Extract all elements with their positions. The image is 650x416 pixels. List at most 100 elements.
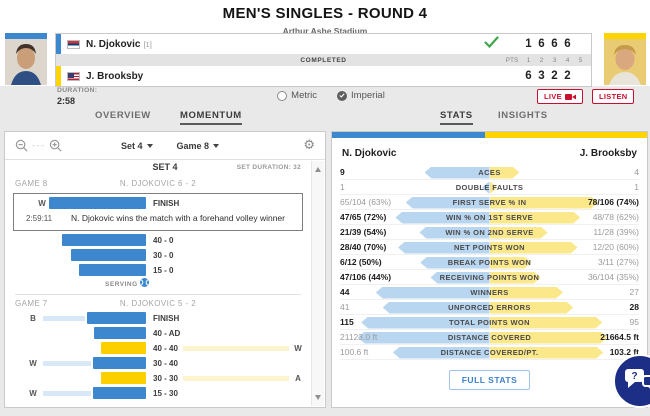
momentum-point-row[interactable]: 40 - AD xyxy=(5,326,311,341)
momentum-bar[interactable] xyxy=(71,249,146,261)
momentum-bar[interactable] xyxy=(93,357,146,369)
metric-radio[interactable]: Metric xyxy=(277,90,317,101)
stat-label: UNFORCED ERRORS xyxy=(448,303,531,312)
stat-bar-player1 xyxy=(424,166,490,179)
stats-rows: 9 ACES 4 1 DOUBLE FAULTS 1 65/104 (63%) FIRST S… xyxy=(332,165,647,360)
stat-row: 47/65 (72%) WIN % ON 1ST SERVE 48/78 (62%) xyxy=(340,210,639,225)
stat-bar-player1 xyxy=(375,286,490,299)
set-select[interactable]: Set 4 xyxy=(121,141,153,151)
p2-set2: 3 xyxy=(538,70,545,82)
momentum-bar[interactable] xyxy=(49,197,146,209)
p2-set4: 2 xyxy=(564,70,571,82)
momentum-bar[interactable] xyxy=(87,312,146,324)
stat-bars: WIN % ON 2ND SERVE xyxy=(404,225,575,239)
scroll-up-icon[interactable] xyxy=(315,167,321,172)
momentum-bar[interactable] xyxy=(62,234,146,246)
player2-headshot xyxy=(604,39,646,85)
momentum-point-row[interactable]: W 15 - 30 xyxy=(5,386,311,401)
point-left-trail-icon xyxy=(43,361,91,366)
player2-row-accent xyxy=(56,66,61,86)
player2-color-segment xyxy=(484,132,647,138)
listen-button[interactable]: LISTEN xyxy=(592,89,635,104)
momentum-point-row[interactable]: 40 - 0 xyxy=(5,233,311,248)
momentum-point-row[interactable]: B FINISH xyxy=(5,311,311,326)
stat-row: 47/106 (44%) RECEIVING POINTS WON 36/104 (… xyxy=(340,270,639,285)
stat-label: RECEIVING POINTS WON xyxy=(439,273,540,282)
momentum-bar[interactable] xyxy=(79,264,146,276)
stat-row: 21123.0 ft DISTANCE COVERED 21664.5 ft xyxy=(340,330,639,345)
game-header: GAME 8 N. DJOKOVIC 6 - 2 xyxy=(5,178,311,191)
stat-bar-player1 xyxy=(420,256,490,269)
metric-radio-circle[interactable] xyxy=(277,90,288,101)
stat-bar-player2 xyxy=(490,317,603,329)
stat-bar-player1 xyxy=(395,211,490,224)
momentum-point-row[interactable]: W 30 - 40 xyxy=(5,356,311,371)
stats-player2-name: J. Brooksby xyxy=(579,148,637,159)
zoom-out-icon[interactable] xyxy=(15,139,29,153)
stat-row: 44 WINNERS 27 xyxy=(340,285,639,300)
point-score-label: 15 - 0 xyxy=(153,266,174,275)
player1-seed: [1] xyxy=(143,39,152,49)
imperial-radio[interactable]: Imperial xyxy=(337,90,385,101)
momentum-scrollbar[interactable] xyxy=(311,161,324,406)
momentum-bar[interactable] xyxy=(94,327,146,339)
stat-bars: WINNERS xyxy=(375,285,575,299)
player2-photo xyxy=(604,33,646,85)
p1-set3: 6 xyxy=(551,38,558,50)
point-score-label: 40 - 40 xyxy=(153,344,178,353)
stats-player1-name: N. Djokovic xyxy=(342,148,397,159)
stat-value-left: 6/12 (50%) xyxy=(340,257,382,267)
selected-point-time: 2:59:11 xyxy=(26,214,53,223)
serving-text: SERVING xyxy=(105,281,138,288)
tab-overview[interactable]: OVERVIEW xyxy=(95,110,151,121)
game-header: GAME 7 N. DJOKOVIC 5 - 2 xyxy=(5,298,311,311)
tab-insights[interactable]: INSIGHTS xyxy=(498,110,548,121)
point-right-trail-icon xyxy=(183,376,289,381)
point-score-label: 40 - AD xyxy=(153,329,181,338)
tab-momentum[interactable]: MOMENTUM xyxy=(180,110,242,125)
stat-bar-player2 xyxy=(490,332,608,344)
momentum-panel: --- Set 4 Game 8 ⚙ SET 4 SET DURATION: 3… xyxy=(4,131,326,408)
zoom-slider[interactable]: --- xyxy=(32,141,46,150)
gear-icon[interactable]: ⚙ xyxy=(303,138,315,153)
player1-name: N. Djokovic xyxy=(86,38,141,50)
momentum-point-row[interactable]: W FINISH xyxy=(14,196,302,211)
game-select[interactable]: Game 8 xyxy=(177,141,220,151)
momentum-point-row[interactable]: 30 - 0 xyxy=(5,248,311,263)
player2-name: J. Brooksby xyxy=(86,70,144,82)
zoom-in-icon[interactable] xyxy=(49,139,63,153)
serving-label: SERVING xyxy=(5,278,149,291)
point-left-mark: W xyxy=(29,359,37,368)
live-button[interactable]: LIVE xyxy=(537,89,583,104)
stat-bar-player1 xyxy=(382,301,490,314)
stat-bar-player2 xyxy=(490,167,520,179)
p1-set1: 1 xyxy=(525,38,532,50)
point-score-label: FINISH xyxy=(153,314,180,323)
p1-set4: 6 xyxy=(564,38,571,50)
stat-value-right: 95 xyxy=(629,317,639,327)
game-select-value: Game 8 xyxy=(176,140,210,151)
full-stats-button[interactable]: FULL STATS xyxy=(448,370,531,390)
stat-value-right: 28 xyxy=(629,302,639,312)
momentum-bar[interactable] xyxy=(101,372,146,384)
stat-label: TOTAL POINTS WON xyxy=(449,318,530,327)
selected-point-box[interactable]: W FINISH 2:59:11 N. Djokovic wins the match… xyxy=(13,193,303,231)
momentum-point-row[interactable]: 30 - 30 A xyxy=(5,371,311,386)
momentum-bar[interactable] xyxy=(93,387,146,399)
tab-stats[interactable]: STATS xyxy=(440,110,473,125)
stat-bars: DOUBLE FAULTS xyxy=(404,180,575,194)
momentum-bar[interactable] xyxy=(101,342,146,354)
chat-help-icon[interactable]: ? xyxy=(612,353,650,414)
selected-point-description: N. Djokovic wins the match with a foreha… xyxy=(70,213,285,223)
stat-row: 1 DOUBLE FAULTS 1 xyxy=(340,180,639,195)
momentum-point-row[interactable]: 40 - 40 W xyxy=(5,341,311,356)
stat-bar-player2 xyxy=(490,347,604,359)
stat-value-left: 9 xyxy=(340,167,345,177)
momentum-point-row[interactable]: 15 - 0 xyxy=(5,263,311,278)
imperial-radio-circle[interactable] xyxy=(337,90,348,101)
scoreboard: N. Djokovic [1] 1 6 6 6 COMPLETED PTS 1 … xyxy=(55,33,592,87)
point-left-trail-icon xyxy=(43,316,85,321)
point-score-label: 30 - 0 xyxy=(153,251,174,260)
scroll-down-icon[interactable] xyxy=(315,395,321,400)
stat-bars: UNFORCED ERRORS xyxy=(382,300,575,314)
